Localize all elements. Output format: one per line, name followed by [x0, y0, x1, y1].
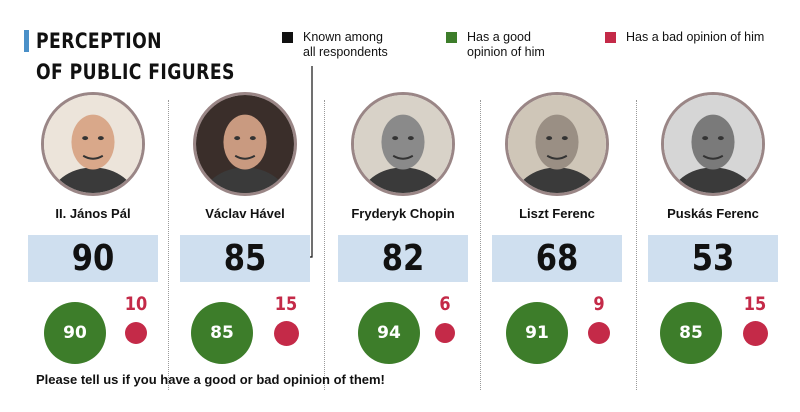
- portrait-photo: [661, 92, 765, 196]
- bad-opinion-circle: [742, 320, 768, 346]
- known-value-box: 53: [648, 235, 778, 282]
- figure-name: Puskás Ferenc: [667, 206, 759, 221]
- bad-opinion-value: 9: [593, 293, 605, 315]
- title-line-1: PERCEPTION: [36, 29, 162, 53]
- bad-opinion-circle: [587, 321, 611, 345]
- good-opinion-circle: 90: [44, 302, 106, 364]
- bad-opinion-value: 15: [274, 293, 298, 315]
- figure-name: Liszt Ferenc: [519, 206, 595, 221]
- known-value-label: 82: [381, 238, 425, 279]
- bad-opinion-value: 6: [439, 293, 451, 315]
- title-accent-bar: [24, 30, 29, 52]
- figure-column: Václav Hável 85: [180, 0, 310, 412]
- known-value-label: 85: [223, 238, 267, 279]
- known-value-label: 90: [71, 238, 115, 279]
- figure-name: II. János Pál: [55, 206, 131, 221]
- title-line-2: OF PUBLIC FIGURES: [36, 60, 235, 84]
- bad-opinion-value: 15: [743, 293, 767, 315]
- known-value-box: 82: [338, 235, 468, 282]
- column-divider: [168, 100, 169, 390]
- column-divider: [636, 100, 637, 390]
- legend-bad-label: Has a bad opinion of him: [626, 30, 765, 44]
- figure-name: Fryderyk Chopin: [351, 206, 455, 221]
- good-opinion-circle: 94: [358, 302, 420, 364]
- known-value-box: 68: [492, 235, 622, 282]
- bad-opinion-value: 10: [124, 293, 148, 315]
- good-opinion-circle: 85: [191, 302, 253, 364]
- footer-question: Please tell us if you have a good or bad…: [36, 372, 385, 387]
- known-value-box: 85: [180, 235, 310, 282]
- legend-good-swatch: [446, 32, 457, 43]
- figure-column: Puskás Ferenc 53: [648, 0, 778, 412]
- portrait-photo: [351, 92, 455, 196]
- bad-opinion-circle: [124, 321, 148, 345]
- figure-column: II. János Pál 90: [28, 0, 158, 412]
- legend-known-label: Known among all respondents: [303, 30, 388, 59]
- legend-bad: Has a bad opinion of him: [605, 30, 764, 45]
- legend-good: Has a good opinion of him: [446, 30, 545, 60]
- figure-column: Liszt Ferenc 68: [492, 0, 622, 412]
- legend-good-label: Has a good opinion of him: [467, 30, 545, 59]
- column-divider: [324, 100, 325, 390]
- portrait-photo: [505, 92, 609, 196]
- chart-title: PERCEPTION OF PUBLIC FIGURES: [36, 26, 235, 88]
- legend-bad-swatch: [605, 32, 616, 43]
- bad-opinion-circle: [434, 322, 456, 344]
- legend-known-swatch: [282, 32, 293, 43]
- figure-name: Václav Hável: [205, 206, 285, 221]
- bad-opinion-circle: [273, 320, 299, 346]
- good-opinion-circle: 85: [660, 302, 722, 364]
- column-divider: [480, 100, 481, 390]
- known-value-box: 90: [28, 235, 158, 282]
- portrait-photo: [41, 92, 145, 196]
- known-value-label: 68: [535, 238, 579, 279]
- figure-column: Fryderyk Chopin 82: [338, 0, 468, 412]
- known-value-label: 53: [691, 238, 735, 279]
- legend-known: Known among all respondents: [282, 30, 388, 60]
- portrait-photo: [193, 92, 297, 196]
- good-opinion-circle: 91: [506, 302, 568, 364]
